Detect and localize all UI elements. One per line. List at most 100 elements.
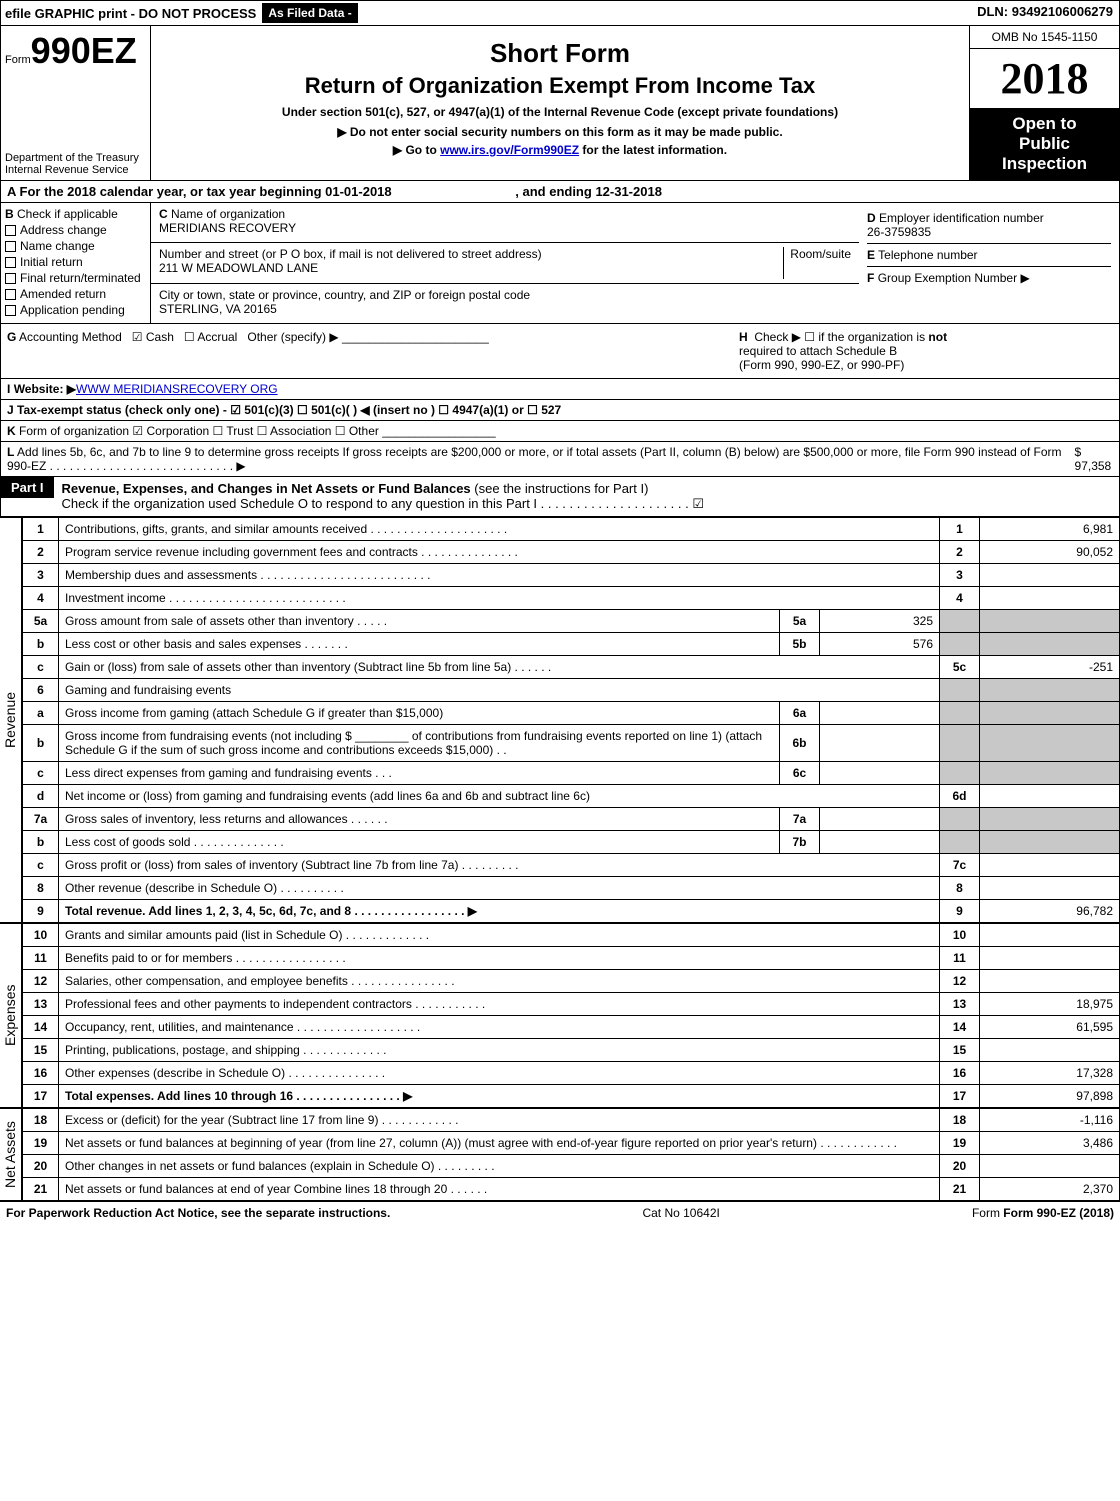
g-cell: G Accounting Method ☑ Cash ☐ Accrual Oth… xyxy=(7,330,733,372)
b-item-4: Amended return xyxy=(20,287,106,301)
department: Department of the Treasury Internal Reve… xyxy=(1,148,150,180)
revenue-section: Revenue 1Contributions, gifts, grants, a… xyxy=(0,517,1120,923)
short-form: Short Form xyxy=(159,38,961,69)
c-addr-label: Number and street (or P O box, if mail i… xyxy=(159,247,542,261)
row-j: J Tax-exempt status (check only one) - ☑… xyxy=(0,400,1120,421)
line-4: 4Investment income . . . . . . . . . . .… xyxy=(23,587,1120,610)
year: 2018 xyxy=(970,49,1119,108)
row-a: A For the 2018 calendar year, or tax yea… xyxy=(0,181,1120,203)
e-label: E xyxy=(867,248,875,262)
checkbox-final-return[interactable] xyxy=(5,273,16,284)
line-21: 21Net assets or fund balances at end of … xyxy=(23,1178,1120,1201)
expenses-label: Expenses xyxy=(0,923,22,1108)
asfiled-box: As Filed Data - xyxy=(262,3,357,23)
dln-label: DLN: xyxy=(977,4,1008,19)
b-item-5: Application pending xyxy=(20,303,125,317)
open-3: Inspection xyxy=(976,154,1113,174)
line-5c: cGain or (loss) from sale of assets othe… xyxy=(23,656,1120,679)
checkbox-initial-return[interactable] xyxy=(5,257,16,268)
footer: For Paperwork Reduction Act Notice, see … xyxy=(0,1201,1120,1224)
k-text: Form of organization ☑ Corporation ☐ Tru… xyxy=(19,424,379,438)
a-mid: , and ending xyxy=(515,184,595,199)
line-9: 9Total revenue. Add lines 1, 2, 3, 4, 5c… xyxy=(23,900,1120,923)
open-2: Public xyxy=(976,134,1113,154)
d-cell: D Employer identification number26-37598… xyxy=(867,211,1111,239)
website-link[interactable]: WWW MERIDIANSRECOVERY ORG xyxy=(76,382,278,396)
g-label: G xyxy=(7,330,16,344)
a-pre: A For the 2018 calendar year, or tax yea… xyxy=(7,184,325,199)
line-11: 11Benefits paid to or for members . . . … xyxy=(23,947,1120,970)
b-item-2: Initial return xyxy=(20,255,83,269)
e-text: Telephone number xyxy=(878,248,977,262)
revenue-label: Revenue xyxy=(0,517,22,923)
dept-1: Department of the Treasury xyxy=(5,152,146,164)
d-text: Employer identification number xyxy=(879,211,1044,225)
k-label: K xyxy=(7,424,16,438)
b-item-0: Address change xyxy=(20,223,107,237)
line-15: 15Printing, publications, postage, and s… xyxy=(23,1039,1120,1062)
e-cell: E Telephone number xyxy=(867,243,1111,262)
j-label: J xyxy=(7,403,14,417)
form-subtitle: Under section 501(c), 527, or 4947(a)(1)… xyxy=(159,105,961,119)
h-text3: (Form 990, 990-EZ, or 990-PF) xyxy=(739,358,904,372)
part1-header: Part I Revenue, Expenses, and Changes in… xyxy=(0,477,1120,517)
line-6a: aGross income from gaming (attach Schedu… xyxy=(23,702,1120,725)
j-text: Tax-exempt status (check only one) - ☑ 5… xyxy=(17,403,561,417)
netassets-section: Net Assets 18Excess or (deficit) for the… xyxy=(0,1108,1120,1201)
h-label: H xyxy=(739,330,748,344)
c-city-cell: City or town, state or province, country… xyxy=(151,284,859,323)
f-arrow: ▶ xyxy=(1020,271,1029,285)
a-end: 12-31-2018 xyxy=(595,184,662,199)
goto-pre: ▶ Go to xyxy=(393,143,440,157)
dept-2: Internal Revenue Service xyxy=(5,164,146,176)
g-other: Other (specify) ▶ xyxy=(247,330,338,344)
netassets-label: Net Assets xyxy=(0,1108,22,1201)
line-7b: bLess cost of goods sold . . . . . . . .… xyxy=(23,831,1120,854)
form-prefix: Form xyxy=(5,54,31,66)
part1-label: Part I xyxy=(1,477,54,498)
checkbox-amended-return[interactable] xyxy=(5,289,16,300)
part1-paren: (see the instructions for Part I) xyxy=(474,481,648,496)
d-label: D xyxy=(867,211,876,225)
row-bcdef: B Check if applicable Address change Nam… xyxy=(0,203,1120,324)
h-not: not xyxy=(928,330,947,344)
revenue-table: 1Contributions, gifts, grants, and simil… xyxy=(22,517,1120,923)
l-text: Add lines 5b, 6c, and 7b to line 9 to de… xyxy=(7,445,1062,473)
dln: DLN: 93492106006279 xyxy=(971,1,1119,25)
line-18: 18Excess or (deficit) for the year (Subt… xyxy=(23,1109,1120,1132)
form-header-center: Short Form Return of Organization Exempt… xyxy=(151,26,969,180)
goto-link[interactable]: www.irs.gov/Form990EZ xyxy=(440,143,579,157)
c-name: MERIDIANS RECOVERY xyxy=(159,221,296,235)
line-1: 1Contributions, gifts, grants, and simil… xyxy=(23,518,1120,541)
netassets-table: 18Excess or (deficit) for the year (Subt… xyxy=(22,1108,1120,1201)
line-6c: cLess direct expenses from gaming and fu… xyxy=(23,762,1120,785)
c-name-cell: C Name of organization MERIDIANS RECOVER… xyxy=(151,203,859,243)
form-header: Form990EZ Department of the Treasury Int… xyxy=(0,26,1120,181)
a-begin: 01-01-2018 xyxy=(325,184,392,199)
expenses-table: 10Grants and similar amounts paid (list … xyxy=(22,923,1120,1108)
d-value: 26-3759835 xyxy=(867,225,931,239)
checkbox-application-pending[interactable] xyxy=(5,305,16,316)
header-bar: efile GRAPHIC print - DO NOT PROCESS As … xyxy=(0,0,1120,26)
checkbox-address-change[interactable] xyxy=(5,225,16,236)
line-14: 14Occupancy, rent, utilities, and mainte… xyxy=(23,1016,1120,1039)
expenses-section: Expenses 10Grants and similar amounts pa… xyxy=(0,923,1120,1108)
efile-label: efile GRAPHIC print - DO NOT PROCESS xyxy=(5,6,256,21)
row-k: K Form of organization ☑ Corporation ☐ T… xyxy=(0,421,1120,442)
footer-mid: Cat No 10642I xyxy=(642,1206,719,1220)
c-addr-cell: Number and street (or P O box, if mail i… xyxy=(151,243,859,283)
line-16: 16Other expenses (describe in Schedule O… xyxy=(23,1062,1120,1085)
goto-post: for the latest information. xyxy=(579,143,727,157)
part1-title-wrap: Revenue, Expenses, and Changes in Net As… xyxy=(54,477,712,516)
form-header-left: Form990EZ Department of the Treasury Int… xyxy=(1,26,151,180)
room-suite: Room/suite xyxy=(783,247,851,278)
l-amount: $ 97,358 xyxy=(1075,445,1113,473)
c-city: STERLING, VA 20165 xyxy=(159,302,277,316)
part1-check: Check if the organization used Schedule … xyxy=(62,496,704,511)
c-city-label: City or town, state or province, country… xyxy=(159,288,530,302)
line-5b: bLess cost or other basis and sales expe… xyxy=(23,633,1120,656)
form-warn: ▶ Do not enter social security numbers o… xyxy=(159,125,961,139)
i-text: Website: ▶ xyxy=(14,382,76,396)
b-check: Check if applicable xyxy=(17,207,118,221)
checkbox-name-change[interactable] xyxy=(5,241,16,252)
